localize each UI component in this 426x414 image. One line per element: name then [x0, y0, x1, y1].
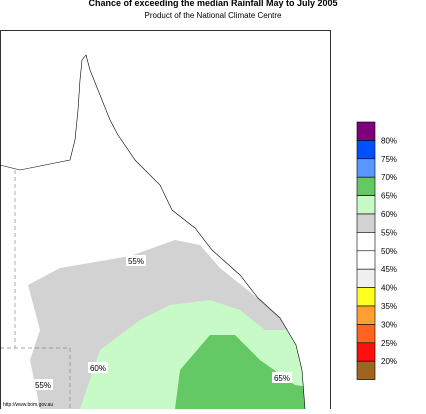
- contour-label: 65%: [274, 374, 290, 383]
- legend-label: 80%: [381, 136, 397, 145]
- contour-label: 60%: [90, 364, 106, 373]
- legend-swatch: [356, 324, 376, 344]
- coastline: [0, 54, 306, 410]
- legend-swatch: [356, 250, 376, 270]
- contour-label: 55%: [35, 381, 51, 390]
- contour-label-bg: [33, 379, 53, 390]
- state-borders: [0, 170, 71, 409]
- contour-label: 55%: [128, 257, 144, 266]
- legend-label: 40%: [381, 284, 397, 293]
- legend-label: 60%: [381, 210, 397, 219]
- title: Chance of exceeding the median Rainfall …: [88, 0, 337, 8]
- contour-label-bg: [126, 255, 146, 266]
- legend-label: 45%: [381, 265, 397, 274]
- legend-label: 25%: [381, 339, 397, 348]
- legend-swatch: [356, 195, 376, 215]
- legend-swatch: [356, 287, 376, 307]
- legend-label: 65%: [381, 192, 397, 201]
- legend-swatch: [356, 121, 376, 141]
- credit: http://www.bom.gov.au: [3, 402, 53, 408]
- legend-label: 55%: [381, 228, 397, 237]
- legend-swatch: [356, 232, 376, 252]
- legend-swatch: [356, 140, 376, 160]
- legend-swatch: [356, 268, 376, 288]
- legend: 80% 75% 70% 65% 60% 55% 50% 45% 40% 35% 30% 25% 20%: [356, 121, 397, 380]
- legend-swatch: [356, 158, 376, 178]
- legend-swatch: [356, 342, 376, 362]
- legend-swatch: [356, 360, 376, 380]
- legend-swatch: [356, 305, 376, 325]
- subtitle: Product of the National Climate Centre: [145, 11, 283, 20]
- contour-label-bg: [272, 372, 292, 383]
- legend-label: 30%: [381, 320, 397, 329]
- legend-label: 35%: [381, 302, 397, 311]
- legend-label: 75%: [381, 155, 397, 164]
- contour-label-bg: [88, 362, 108, 373]
- legend-swatch: [356, 176, 376, 196]
- legend-label: 50%: [381, 247, 397, 256]
- legend-label: 20%: [381, 357, 397, 366]
- region-65: [175, 335, 305, 409]
- legend-label: 70%: [381, 173, 397, 182]
- legend-swatch: [356, 213, 376, 233]
- map: [0, 30, 331, 411]
